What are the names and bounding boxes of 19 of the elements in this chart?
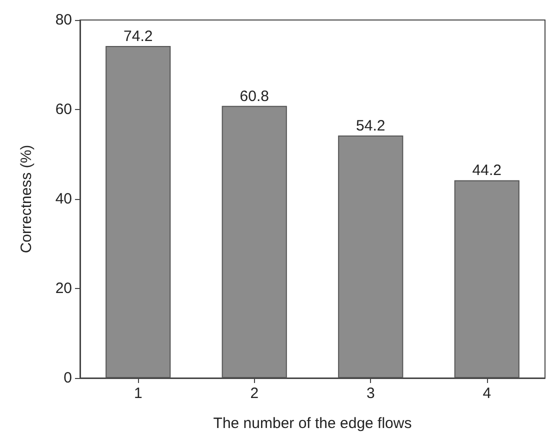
bar <box>222 106 287 378</box>
bar <box>454 180 520 378</box>
y-tick-label: 80 <box>55 12 72 28</box>
data-label: 60.8 <box>240 88 269 105</box>
x-axis-title: The number of the edge flows <box>213 415 412 432</box>
data-label: 74.2 <box>124 28 153 45</box>
x-tick-label: 4 <box>482 385 492 402</box>
x-tick-label: 1 <box>134 385 142 402</box>
data-label: 54.2 <box>356 117 386 134</box>
y-axis-title: Correctness (%) <box>18 144 35 254</box>
bar <box>338 135 404 378</box>
data-label: 44.2 <box>472 162 502 180</box>
bar <box>106 46 171 378</box>
x-tick-label: 2 <box>250 385 259 402</box>
y-tick-label: 40 <box>55 190 72 208</box>
y-tick-label: 60 <box>55 101 72 118</box>
y-tick-label: 0 <box>64 370 72 386</box>
y-tick-label: 20 <box>55 280 72 297</box>
x-tick-label: 3 <box>366 385 375 402</box>
